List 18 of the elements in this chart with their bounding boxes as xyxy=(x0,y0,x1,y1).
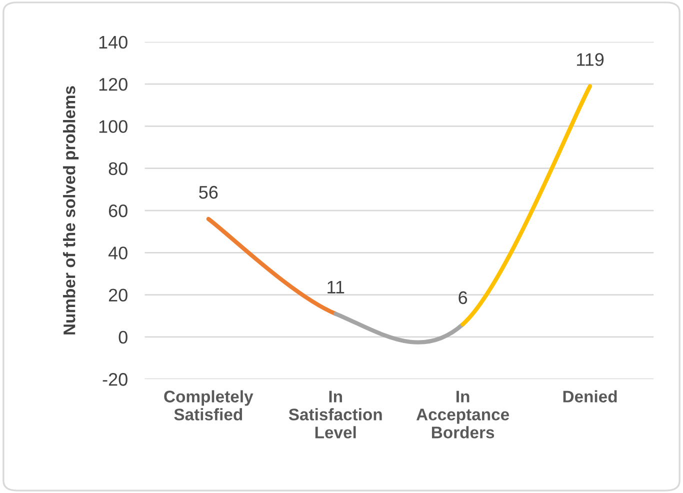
x-tick-label: Completely Satisfied xyxy=(164,390,254,420)
data-label: 6 xyxy=(458,291,468,304)
data-label: 119 xyxy=(577,53,604,66)
data-label: 11 xyxy=(328,280,344,294)
x-tick-label: Denied xyxy=(563,390,617,402)
y-tick-label: 140 xyxy=(99,36,128,49)
y-tick-label: 0 xyxy=(118,330,128,344)
x-tick-label: In Satisfaction Level xyxy=(288,390,382,438)
x-tick-label: In Acceptance Borders xyxy=(416,390,510,438)
y-tick-label: 40 xyxy=(108,246,128,260)
y-tick-label: 80 xyxy=(108,162,128,176)
y-tick-label: 120 xyxy=(99,78,128,91)
y-tick-label: -20 xyxy=(102,373,128,386)
y-tick-label: 60 xyxy=(108,204,128,218)
y-axis-title: Number of the solved problems xyxy=(63,86,79,334)
y-tick-label: 20 xyxy=(108,288,128,302)
y-tick-label: 100 xyxy=(99,120,128,133)
data-label: 56 xyxy=(199,186,218,199)
